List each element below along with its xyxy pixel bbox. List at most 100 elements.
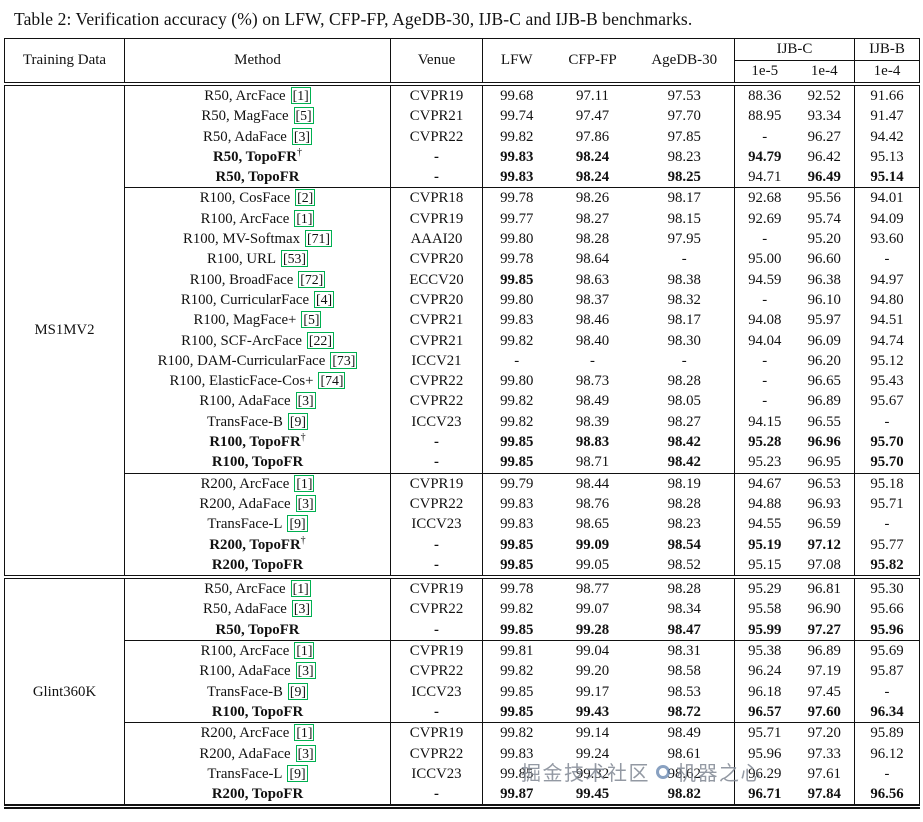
- method-cell: R50, TopoFR†: [124, 146, 391, 168]
- table-row: R200, ArcFace [1] CVPR19 99.79 98.44 98.19 94.…: [5, 473, 920, 494]
- lfw-value: 99.79: [500, 475, 534, 492]
- method-cell: R100, MagFace+ [5]: [124, 310, 391, 331]
- cfp-fp-value: 98.64: [575, 251, 610, 268]
- header-method: Method: [124, 38, 391, 86]
- ijbc-1e4-value: 96.60: [794, 249, 855, 270]
- citation-link[interactable]: [1]: [294, 724, 315, 742]
- cfp-fp-value: 99.24: [575, 745, 610, 762]
- agedb-30-value: 98.42: [634, 452, 735, 474]
- method-name: R100, ArcFace: [200, 210, 290, 227]
- citation-link[interactable]: [3]: [295, 744, 316, 762]
- citation-link[interactable]: [1]: [290, 87, 311, 104]
- method-name: TransFace-L: [207, 765, 283, 782]
- agedb-30-value: 98.38: [634, 269, 735, 290]
- citation-link[interactable]: [74]: [318, 372, 346, 390]
- cfp-fp-value: 98.49: [575, 393, 610, 410]
- method-cell: R50, ArcFace [1]: [124, 575, 391, 600]
- citation-link[interactable]: [3]: [291, 127, 312, 145]
- lfw-value: 99.74: [500, 108, 534, 125]
- ijbc-1e5-value: 88.36: [748, 88, 782, 104]
- ijbb-1e4-value: 95.14: [854, 167, 920, 189]
- ijbb-1e4-value: 95.71: [870, 495, 904, 512]
- venue-cell: CVPR22: [390, 371, 483, 392]
- ijbc-1e4-value: 97.45: [794, 681, 855, 702]
- method-cell: R200, TopoFR†: [124, 534, 391, 555]
- method-cell: TransFace-L [9]: [124, 763, 391, 785]
- ijbc-1e4-value: 96.49: [794, 167, 855, 189]
- ijbc-1e5-value: 96.29: [748, 765, 782, 782]
- table-row: Glint360K R50, ArcFace [1] CVPR19 99.78 98.77…: [4, 575, 920, 807]
- header-training-data: Training Data: [4, 38, 125, 86]
- cfp-fp-value: 98.27: [575, 210, 610, 227]
- venue-cell: CVPR22: [390, 493, 483, 515]
- venue-cell: ICCV23: [390, 681, 483, 702]
- citation-link[interactable]: [9]: [287, 682, 308, 700]
- citation-link[interactable]: [3]: [295, 662, 316, 680]
- citation-link[interactable]: [22]: [306, 331, 334, 349]
- agedb-30-value: 98.61: [634, 743, 735, 764]
- lfw-value: 99.85: [500, 765, 534, 782]
- venue-cell: CVPR19: [390, 208, 483, 230]
- cfp-fp-value: 98.24: [575, 148, 610, 165]
- citation-link[interactable]: [5]: [301, 311, 322, 329]
- table-row: TransFace-L [9] ICCV23 99.83 98.65 98.23 94.55…: [5, 514, 920, 535]
- citation-link[interactable]: [71]: [305, 230, 333, 248]
- ijbb-1e4-value: 95.96: [854, 619, 920, 642]
- cfp-fp-value: 97.11: [576, 88, 609, 104]
- citation-link[interactable]: [3]: [295, 392, 316, 410]
- ijbc-1e5-value: 94.88: [748, 495, 782, 512]
- cfp-fp-value: 99.09: [575, 536, 610, 553]
- ijbb-1e4-value: 94.51: [870, 312, 904, 329]
- ijbc-1e4-value: 97.12: [794, 534, 855, 555]
- citation-link[interactable]: [73]: [330, 351, 358, 369]
- ijbc-1e4-value: 97.60: [794, 701, 855, 724]
- agedb-30-value: -: [634, 249, 735, 270]
- citation-link[interactable]: [3]: [291, 600, 312, 618]
- ijbc-1e4-value: 95.56: [794, 187, 855, 209]
- citation-link[interactable]: [1]: [294, 474, 315, 492]
- ijbc-1e4-value: 96.42: [794, 146, 855, 168]
- lfw-value: 99.85: [500, 536, 534, 553]
- table-row: R100, CosFace [2] CVPR18 99.78 98.26 98.17 92.…: [5, 187, 920, 209]
- citation-link[interactable]: [72]: [298, 270, 326, 288]
- ijbc-1e5-value: 95.99: [734, 619, 795, 642]
- agedb-30-value: 97.70: [634, 106, 735, 127]
- citation-link[interactable]: [3]: [295, 494, 316, 512]
- cfp-fp-value: 99.04: [575, 643, 610, 660]
- method-cell: R100, AdaFace [3]: [124, 391, 391, 412]
- method-cell: R100, TopoFR: [124, 701, 391, 724]
- citation-link[interactable]: [1]: [294, 642, 315, 660]
- lfw-value: 99.78: [482, 575, 551, 600]
- citation-link[interactable]: [9]: [287, 515, 308, 533]
- table-row: R100, TopoFR -99.85 98.71 98.42 95.23 96.95 95…: [5, 452, 920, 474]
- cfp-fp-value: 99.14: [575, 725, 610, 742]
- method-cell: R100, TopoFR: [124, 452, 391, 474]
- method-name: R50, ArcFace: [204, 88, 286, 104]
- method-name: R100, TopoFR: [211, 703, 304, 720]
- cfp-fp-value: 98.63: [575, 271, 610, 288]
- citation-link[interactable]: [1]: [290, 581, 311, 598]
- table-row: R100, DAM-CurricularFace [73] ICCV21- - - -96…: [5, 350, 920, 372]
- cfp-fp-value: 99.28: [550, 619, 635, 642]
- citation-link[interactable]: [9]: [287, 764, 308, 782]
- ijbb-1e4-value: 95.12: [870, 352, 904, 369]
- caption-text: Table 2: Verification accuracy (%) on LF…: [14, 9, 693, 29]
- lfw-value: 99.83: [500, 516, 534, 533]
- ijbb-1e4-value: 95.67: [870, 393, 904, 410]
- citation-link[interactable]: [4]: [314, 290, 335, 308]
- table-caption: Table 2: Verification accuracy (%) on LF…: [0, 0, 923, 38]
- ijbb-1e4-value: -: [884, 516, 890, 533]
- citation-link[interactable]: [5]: [293, 107, 314, 125]
- agedb-30-value: 98.42: [634, 432, 735, 453]
- citation-link[interactable]: [1]: [294, 209, 315, 227]
- ijbb-1e4-value: 95.13: [870, 148, 904, 165]
- ijbc-1e5-value: 94.55: [748, 516, 782, 533]
- citation-link[interactable]: [2]: [295, 189, 316, 207]
- cfp-fp-value: 98.28: [575, 231, 610, 248]
- lfw-value: 99.78: [500, 251, 534, 268]
- citation-link[interactable]: [53]: [281, 250, 309, 268]
- citation-link[interactable]: [9]: [287, 412, 308, 430]
- lfw-value: 99.77: [500, 210, 534, 227]
- lfw-value: 99.85: [482, 619, 551, 642]
